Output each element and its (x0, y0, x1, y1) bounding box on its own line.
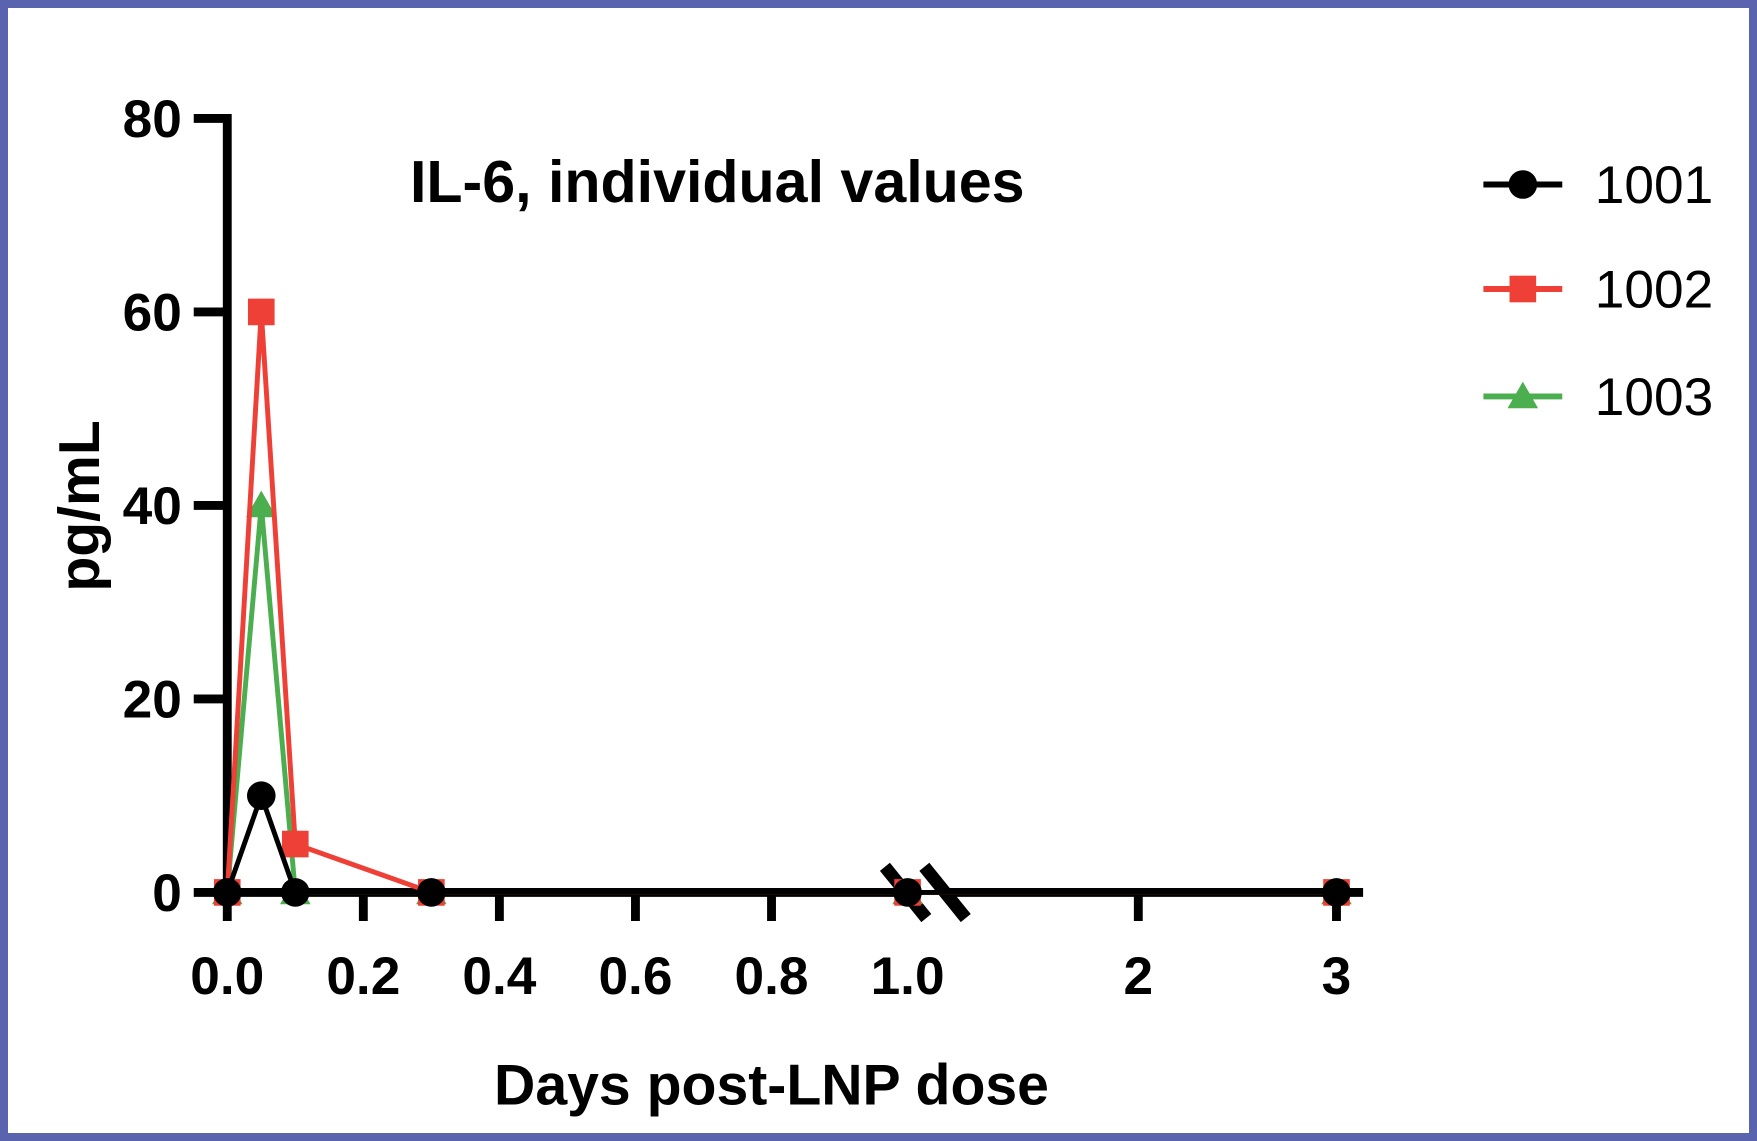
series-1003 (211, 490, 1352, 905)
x-tick-label: 2 (1124, 947, 1154, 1006)
x-tick-label: 1.0 (871, 947, 945, 1006)
marker-1001 (417, 878, 446, 907)
legend-item-1003: 1003 (1483, 368, 1713, 427)
legend-circle-marker (1508, 170, 1538, 199)
axes: 0 20 40 60 80 0.0 0.2 0.4 0.6 0.8 1.0 2 3 (123, 90, 1364, 1006)
legend-square-marker (1509, 275, 1537, 303)
y-tick-label: 20 (123, 671, 182, 730)
legend-triangle-marker (1507, 381, 1539, 409)
series-line-1002 (224, 311, 1337, 895)
marker-1001 (246, 781, 276, 810)
x-tick-label: 0.8 (735, 947, 809, 1006)
series-1002 (213, 298, 1350, 906)
y-tick-label: 60 (123, 284, 182, 343)
series-line-1001 (224, 788, 1337, 895)
series-1001 (212, 781, 1351, 907)
y-axis-title: pg/mL (48, 420, 112, 591)
marker-1001 (212, 878, 242, 907)
chart-title: IL-6, individual values (410, 148, 1025, 215)
marker-1001 (1322, 878, 1351, 907)
x-tick-label: 0.6 (598, 947, 672, 1006)
x-tick-label: 0.4 (462, 947, 536, 1006)
legend-item-1001: 1001 (1483, 156, 1713, 215)
legend: 1001 1002 1003 (1483, 156, 1713, 427)
y-tick-label: 80 (123, 90, 182, 149)
y-tick-label: 40 (123, 477, 182, 536)
data-series (211, 298, 1352, 907)
x-tick-label: 0.2 (326, 947, 400, 1006)
series-line-1003 (224, 505, 1337, 895)
marker-1002 (247, 298, 275, 326)
marker-1001 (893, 878, 922, 907)
x-tick-label: 3 (1322, 947, 1352, 1006)
legend-label: 1001 (1595, 156, 1713, 215)
x-axis-title: Days post-LNP dose (494, 1053, 1049, 1117)
marker-1001 (280, 878, 310, 907)
legend-item-1002: 1002 (1483, 261, 1713, 320)
y-tick-label: 0 (152, 864, 182, 923)
legend-label: 1003 (1595, 368, 1713, 427)
x-tick-label: 0.0 (190, 947, 264, 1006)
marker-1002 (281, 830, 309, 858)
marker-1003 (245, 490, 277, 518)
legend-label: 1002 (1595, 261, 1713, 320)
